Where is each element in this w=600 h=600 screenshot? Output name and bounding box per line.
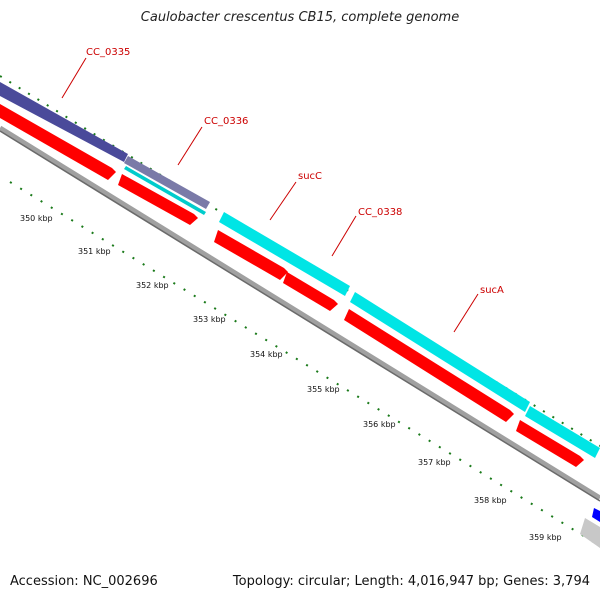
kbp-tick-label: 354 kbp xyxy=(250,350,283,359)
kbp-tick-label: 358 kbp xyxy=(474,496,507,505)
kbp-tick-label: 351 kbp xyxy=(78,247,111,256)
feature-cc0338-cyan[interactable] xyxy=(350,292,530,412)
kbp-tick-label: 353 kbp xyxy=(193,315,226,324)
cds-arrow-next[interactable] xyxy=(516,420,584,467)
genome-summary-text: Topology: circular; Length: 4,016,947 bp… xyxy=(232,574,590,589)
cds-arrow-cc0335[interactable] xyxy=(0,104,116,180)
leader-cc0338 xyxy=(331,215,357,257)
backbone-line-shadow xyxy=(0,130,600,502)
feature-suca-cyan[interactable] xyxy=(525,406,600,458)
kbp-tick-label: 359 kbp xyxy=(529,533,562,542)
cds-arrow-cc0338[interactable] xyxy=(283,272,338,311)
gene-label[interactable]: CC_0335 xyxy=(86,47,130,58)
feature-succ-cyan[interactable] xyxy=(219,212,350,296)
cds-arrow-cc0336[interactable] xyxy=(118,174,198,225)
cds-arrow-suca[interactable] xyxy=(344,309,514,422)
kbp-tick-label: 350 kbp xyxy=(20,214,53,223)
feature-cc0336-purple[interactable] xyxy=(124,156,210,209)
gene-label[interactable]: sucA xyxy=(480,285,504,296)
kbp-tick-label: 356 kbp xyxy=(363,420,396,429)
kbp-tick-label: 355 kbp xyxy=(307,385,340,394)
feature-gray-bottom[interactable] xyxy=(580,518,600,548)
feature-cc0336-cyan[interactable] xyxy=(124,166,206,215)
cds-arrow-succ[interactable] xyxy=(214,230,288,280)
leader-succ xyxy=(269,181,297,221)
gene-label[interactable]: CC_0338 xyxy=(358,207,402,218)
kbp-tick-label: 357 kbp xyxy=(418,458,451,467)
map-title: Caulobacter crescentus CB15, complete ge… xyxy=(140,10,460,25)
forward-features xyxy=(0,82,600,458)
scale-track xyxy=(9,181,600,547)
cds-features xyxy=(0,104,584,467)
gene-label[interactable]: sucC xyxy=(298,171,322,182)
backbone-line xyxy=(0,125,600,501)
leader-suca xyxy=(453,293,479,333)
gene-label[interactable]: CC_0336 xyxy=(204,116,248,127)
kbp-tick-label: 352 kbp xyxy=(136,281,169,290)
leader-cc0336 xyxy=(177,126,203,166)
feature-cc0335-purple[interactable] xyxy=(0,82,128,162)
leader-cc0335 xyxy=(61,57,87,99)
accession-text: Accession: NC_002696 xyxy=(10,574,158,589)
label-leaders xyxy=(61,57,479,333)
feature-blue-bottom[interactable] xyxy=(592,508,600,522)
